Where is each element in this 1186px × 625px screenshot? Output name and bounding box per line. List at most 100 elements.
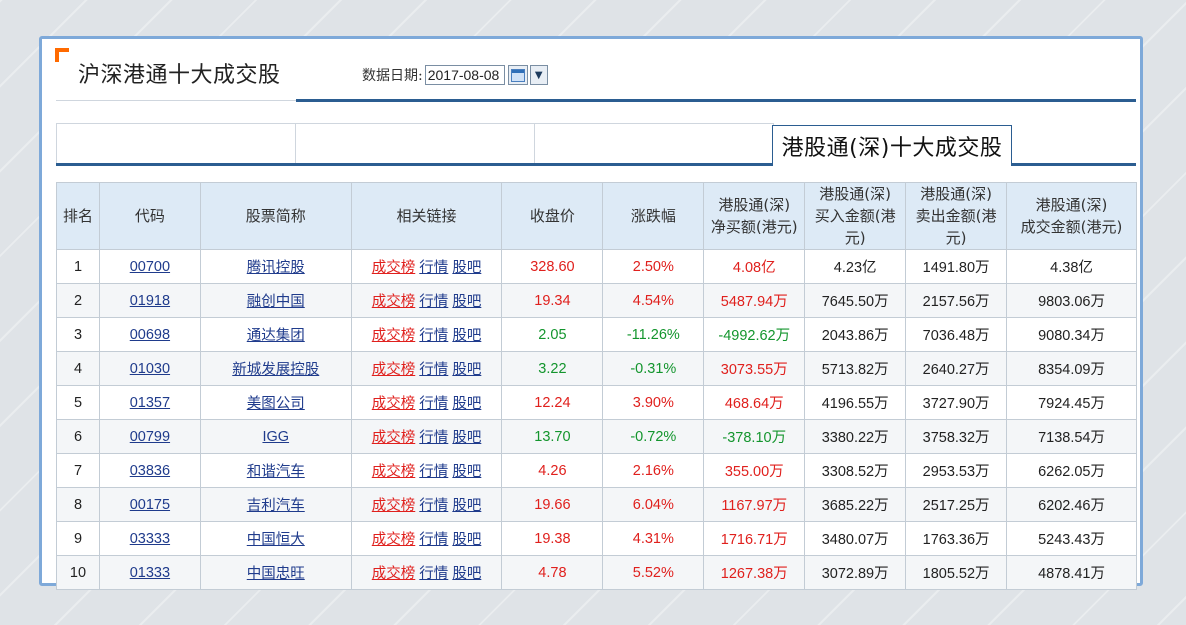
rank-cell: 8 (56, 487, 100, 522)
forum-link[interactable]: 股吧 (452, 464, 482, 480)
ranking-link[interactable]: 成交榜 (371, 260, 416, 276)
code-cell: 00175 (98, 487, 201, 522)
stock-name-link[interactable]: 中国恒大 (246, 532, 305, 548)
sell-amount-cell: 1805.52万 (905, 555, 1008, 590)
forum-link[interactable]: 股吧 (452, 566, 482, 582)
table-row: 3 00698 通达集团 成交榜 行情 股吧 2.05 -11.26% -4992.62万 2… (56, 317, 1137, 352)
stock-code-link[interactable]: 03836 (129, 462, 171, 479)
stock-code-link[interactable]: 01333 (129, 564, 171, 581)
tab-2[interactable] (295, 123, 535, 163)
sell-amount-cell: 1491.80万 (905, 249, 1008, 284)
name-cell: 融创中国 (199, 283, 352, 318)
name-cell: 中国恒大 (199, 521, 352, 556)
table-row: 7 03836 和谐汽车 成交榜 行情 股吧 4.26 2.16% 355.00万 3308.… (56, 453, 1137, 488)
links-cell: 成交榜 行情 股吧 (350, 317, 503, 352)
ranking-link[interactable]: 成交榜 (371, 566, 416, 582)
net-buy-cell: 355.00万 (703, 453, 806, 488)
change-pct-cell: 2.50% (602, 249, 705, 284)
ranking-link[interactable]: 成交榜 (371, 328, 416, 344)
total-amount-cell: 6202.46万 (1006, 487, 1137, 522)
stock-name-link[interactable]: IGG (262, 428, 290, 445)
ranking-link[interactable]: 成交榜 (371, 362, 416, 378)
forum-link[interactable]: 股吧 (452, 396, 482, 412)
total-amount-cell: 8354.09万 (1006, 351, 1137, 386)
links-cell: 成交榜 行情 股吧 (350, 249, 503, 284)
ranking-link[interactable]: 成交榜 (371, 396, 416, 412)
quote-link[interactable]: 行情 (419, 294, 449, 310)
calendar-button[interactable] (507, 65, 528, 85)
quote-link[interactable]: 行情 (419, 464, 449, 480)
stock-name-link[interactable]: 新城发展控股 (232, 362, 320, 378)
ranking-panel: 沪深港通十大成交股 数据日期: 2017-08-08 ▼ 港股通(深)十大成交股… (39, 36, 1143, 590)
date-label: 数据日期: (362, 68, 423, 84)
forum-link[interactable]: 股吧 (452, 328, 482, 344)
forum-link[interactable]: 股吧 (452, 532, 482, 548)
forum-link[interactable]: 股吧 (452, 294, 482, 310)
name-cell: 中国忠旺 (199, 555, 352, 590)
change-pct-cell: -11.26% (602, 317, 705, 352)
rank-cell: 2 (56, 283, 100, 318)
top-ten-table: 排名 代码 股票简称 相关链接 收盘价 涨跌幅 港股通(深) 净买额(港元) 港股通(深) 买入金… (56, 182, 1137, 590)
forum-link[interactable]: 股吧 (452, 430, 482, 446)
ranking-link[interactable]: 成交榜 (371, 430, 416, 446)
close-price-cell: 2.05 (501, 317, 604, 352)
ranking-link[interactable]: 成交榜 (371, 532, 416, 548)
quote-link[interactable]: 行情 (419, 498, 449, 514)
ranking-link[interactable]: 成交榜 (371, 294, 416, 310)
stock-name-link[interactable]: 中国忠旺 (246, 566, 305, 582)
close-price-cell: 4.26 (501, 453, 604, 488)
column-header: 相关链接 (350, 182, 503, 250)
chevron-down-icon: ▼ (534, 69, 543, 81)
quote-link[interactable]: 行情 (419, 430, 449, 446)
title-divider (56, 100, 296, 101)
table-row: 4 01030 新城发展控股 成交榜 行情 股吧 3.22 -0.31% 3073.55万 5… (56, 351, 1137, 386)
stock-code-link[interactable]: 00698 (129, 326, 171, 343)
buy-amount-cell: 3308.52万 (804, 453, 907, 488)
change-pct-cell: 2.16% (602, 453, 705, 488)
quote-link[interactable]: 行情 (419, 396, 449, 412)
stock-code-link[interactable]: 00799 (129, 428, 171, 445)
quote-link[interactable]: 行情 (419, 532, 449, 548)
name-cell: 美图公司 (199, 385, 352, 420)
tab-3[interactable] (534, 123, 774, 163)
net-buy-cell: 468.64万 (703, 385, 806, 420)
quote-link[interactable]: 行情 (419, 362, 449, 378)
stock-code-link[interactable]: 00700 (129, 258, 171, 275)
close-price-cell: 19.38 (501, 521, 604, 556)
tab-hk-connect-shenzhen[interactable]: 港股通(深)十大成交股 (772, 125, 1012, 165)
quote-link[interactable]: 行情 (419, 566, 449, 582)
title-underline (296, 99, 1136, 102)
buy-amount-cell: 4196.55万 (804, 385, 907, 420)
stock-code-link[interactable]: 03333 (129, 530, 171, 547)
code-cell: 03836 (98, 453, 201, 488)
column-header: 港股通(深) 净买额(港元) (703, 182, 806, 250)
stock-name-link[interactable]: 融创中国 (246, 294, 305, 310)
panel-title: 沪深港通十大成交股 (78, 63, 281, 88)
code-cell: 01333 (98, 555, 201, 590)
stock-code-link[interactable]: 01918 (129, 292, 171, 309)
forum-link[interactable]: 股吧 (452, 498, 482, 514)
ranking-link[interactable]: 成交榜 (371, 498, 416, 514)
forum-link[interactable]: 股吧 (452, 362, 482, 378)
quote-link[interactable]: 行情 (419, 260, 449, 276)
rank-cell: 6 (56, 419, 100, 454)
links-cell: 成交榜 行情 股吧 (350, 521, 503, 556)
sell-amount-cell: 2157.56万 (905, 283, 1008, 318)
stock-code-link[interactable]: 01357 (129, 394, 171, 411)
forum-link[interactable]: 股吧 (452, 260, 482, 276)
table-row: 9 03333 中国恒大 成交榜 行情 股吧 19.38 4.31% 1716.71万 348… (56, 521, 1137, 556)
stock-code-link[interactable]: 01030 (129, 360, 171, 377)
ranking-link[interactable]: 成交榜 (371, 464, 416, 480)
stock-name-link[interactable]: 腾讯控股 (246, 260, 305, 276)
stock-name-link[interactable]: 通达集团 (246, 328, 305, 344)
sell-amount-cell: 2953.53万 (905, 453, 1008, 488)
date-dropdown-button[interactable]: ▼ (529, 65, 548, 85)
tab-1[interactable] (56, 123, 296, 163)
date-input[interactable]: 2017-08-08 (424, 65, 505, 85)
quote-link[interactable]: 行情 (419, 328, 449, 344)
stock-name-link[interactable]: 吉利汽车 (246, 498, 305, 514)
stock-name-link[interactable]: 和谐汽车 (246, 464, 305, 480)
stock-name-link[interactable]: 美图公司 (246, 396, 305, 412)
column-header: 排名 (56, 182, 100, 250)
stock-code-link[interactable]: 00175 (129, 496, 171, 513)
